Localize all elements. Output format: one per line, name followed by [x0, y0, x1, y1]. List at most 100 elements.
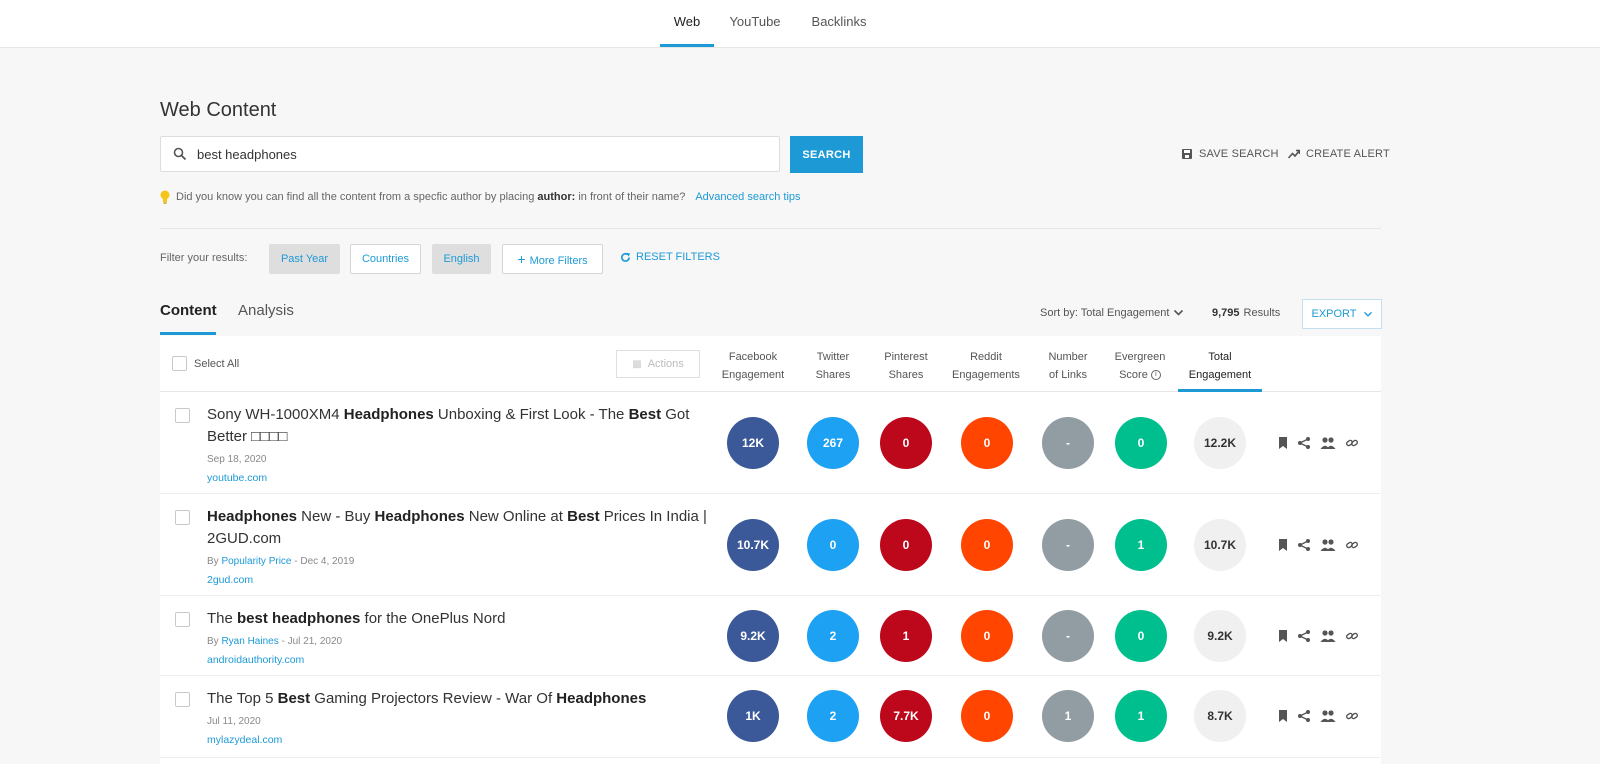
search-input[interactable]: [197, 137, 767, 171]
filter-label: Filter your results:: [160, 252, 248, 264]
result-meta: By Popularity Price - Dec 4, 2019: [207, 556, 355, 567]
reset-filters-button[interactable]: RESET FILTERS: [620, 251, 720, 263]
bookmark-icon[interactable]: [1276, 538, 1290, 552]
search-button[interactable]: SEARCH: [790, 136, 863, 173]
search-icon: [173, 147, 187, 161]
link-icon[interactable]: [1345, 538, 1359, 552]
metric-reddit-engagements: 0: [961, 610, 1013, 662]
share-icon[interactable]: [1297, 629, 1311, 643]
metric-pinterest-shares: 7.7K: [880, 690, 932, 742]
result-domain-link[interactable]: androidauthority.com: [207, 654, 305, 666]
export-button[interactable]: EXPORT: [1302, 299, 1382, 329]
result-title-link[interactable]: The Top 5 Best Gaming Projectors Review …: [207, 690, 647, 707]
result-meta: Jul 11, 2020: [207, 716, 261, 727]
result-domain-link[interactable]: mylazydeal.com: [207, 734, 283, 746]
result-domain-link[interactable]: 2gud.com: [207, 574, 254, 586]
col-number-of-links[interactable]: Number of Links: [1048, 351, 1088, 381]
metric-facebook-engagement: 12K: [727, 417, 779, 469]
select-all-checkbox[interactable]: [172, 356, 187, 371]
metric-total-engagement: 12.2K: [1194, 417, 1246, 469]
table-row: The Top 5 Best Gaming Projectors Review …: [160, 676, 1381, 758]
metric-number-of-links: 1: [1042, 690, 1094, 742]
search-tip: Did you know you can find all the conten…: [160, 190, 801, 204]
table-row: Headphones New - Buy Headphones New Onli…: [160, 494, 1381, 596]
metric-evergreen-score: 1: [1115, 690, 1167, 742]
result-meta: Sep 18, 2020: [207, 454, 267, 465]
plus-icon: +: [517, 251, 526, 267]
divider: [160, 228, 1381, 229]
metric-total-engagement: 9.2K: [1194, 610, 1246, 662]
metric-evergreen-score: 1: [1115, 519, 1167, 571]
row-checkbox[interactable]: [175, 510, 190, 525]
result-title-link[interactable]: Sony WH-1000XM4 Headphones Unboxing & Fi…: [207, 406, 690, 445]
metric-number-of-links: -: [1042, 519, 1094, 571]
filter-english[interactable]: English: [432, 244, 491, 274]
metric-facebook-engagement: 9.2K: [727, 610, 779, 662]
people-icon[interactable]: [1320, 629, 1336, 643]
result-date: Jul 11, 2020: [207, 716, 261, 727]
trend-icon: [1288, 149, 1300, 159]
info-icon[interactable]: i: [1150, 370, 1161, 381]
more-filters-label: More Filters: [529, 255, 588, 267]
author-link[interactable]: Popularity Price: [221, 556, 292, 567]
metric-twitter-shares: 267: [807, 417, 859, 469]
metric-total-engagement: 10.7K: [1194, 519, 1246, 571]
link-icon[interactable]: [1345, 436, 1359, 450]
bookmark-icon[interactable]: [1276, 436, 1290, 450]
chevron-down-icon: [1174, 309, 1184, 316]
people-icon[interactable]: [1320, 436, 1336, 450]
comments-icon: ▩: [632, 358, 642, 370]
actions-button[interactable]: ▩ Actions: [616, 350, 700, 378]
more-filters-button[interactable]: + More Filters: [502, 244, 603, 274]
link-icon[interactable]: [1345, 709, 1359, 723]
row-checkbox[interactable]: [175, 692, 190, 707]
row-checkbox[interactable]: [175, 612, 190, 627]
export-label: EXPORT: [1311, 308, 1357, 320]
metric-reddit-engagements: 0: [961, 519, 1013, 571]
metric-facebook-engagement: 1K: [727, 690, 779, 742]
sort-dropdown[interactable]: Sort by: Total Engagement: [1040, 307, 1184, 319]
tab-analysis[interactable]: Analysis: [238, 302, 294, 319]
save-search-label: SAVE SEARCH: [1199, 148, 1279, 160]
result-meta: By Ryan Haines - Jul 21, 2020: [207, 636, 343, 647]
results-count: 9,795 Results: [1212, 307, 1281, 319]
chevron-down-icon: [1363, 311, 1372, 317]
top-navigation: Web YouTube Backlinks: [0, 0, 1600, 48]
col-facebook-engagement[interactable]: Facebook Engagement: [721, 351, 785, 381]
result-date: Jul 21, 2020: [287, 636, 343, 647]
result-title-link[interactable]: Headphones New - Buy Headphones New Onli…: [207, 508, 707, 547]
col-twitter-shares[interactable]: Twitter Shares: [815, 351, 851, 381]
metric-facebook-engagement: 10.7K: [727, 519, 779, 571]
share-icon[interactable]: [1297, 538, 1311, 552]
col-evergreen-score[interactable]: Evergreen Score i: [1114, 351, 1166, 381]
col-pinterest-shares[interactable]: Pinterest Shares: [884, 351, 928, 381]
metric-number-of-links: -: [1042, 417, 1094, 469]
share-icon[interactable]: [1297, 709, 1311, 723]
tip-text: Did you know you can find all the conten…: [176, 191, 686, 203]
col-reddit-engagements[interactable]: Reddit Engagements: [952, 351, 1020, 381]
col-total-engagement[interactable]: Total Engagement: [1188, 351, 1252, 381]
tab-youtube[interactable]: YouTube: [729, 14, 781, 29]
bookmark-icon[interactable]: [1276, 709, 1290, 723]
share-icon[interactable]: [1297, 436, 1311, 450]
metric-twitter-shares: 2: [807, 610, 859, 662]
link-icon[interactable]: [1345, 629, 1359, 643]
bookmark-icon[interactable]: [1276, 629, 1290, 643]
author-link[interactable]: Ryan Haines: [221, 636, 279, 647]
filter-past-year[interactable]: Past Year: [269, 244, 340, 274]
tab-web[interactable]: Web: [660, 0, 714, 47]
filter-countries[interactable]: Countries: [350, 244, 421, 274]
tab-content[interactable]: Content: [160, 302, 217, 319]
save-search-button[interactable]: SAVE SEARCH: [1181, 148, 1279, 160]
result-domain-link[interactable]: youtube.com: [207, 472, 268, 484]
tab-backlinks[interactable]: Backlinks: [811, 14, 867, 29]
result-title-link[interactable]: The best headphones for the OnePlus Nord: [207, 610, 506, 627]
row-checkbox[interactable]: [175, 408, 190, 423]
people-icon[interactable]: [1320, 538, 1336, 552]
people-icon[interactable]: [1320, 709, 1336, 723]
metric-pinterest-shares: 1: [880, 610, 932, 662]
advanced-search-tips-link[interactable]: Advanced search tips: [695, 191, 801, 203]
create-alert-button[interactable]: CREATE ALERT: [1288, 148, 1390, 160]
active-column-underline: [1178, 389, 1262, 392]
refresh-icon: [621, 252, 631, 262]
